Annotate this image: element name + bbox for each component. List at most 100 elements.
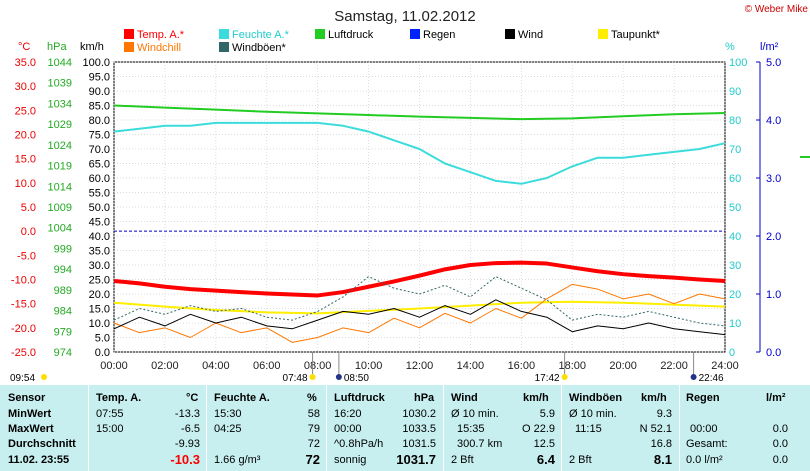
pressure-tick-label: 979 [54, 326, 72, 338]
temp-time: 15:00 [96, 423, 124, 435]
stats-header-row: Sensor Temp. A. °C Feuchte A. % Luftdruc… [0, 391, 810, 405]
sunset-label: 17:42 [535, 373, 560, 384]
temp-tick-label: -25.0 [11, 347, 36, 359]
temp-tick-label: 10.0 [15, 178, 36, 190]
press-time: 00:00 [334, 423, 362, 435]
rain-total-label: Gesamt: [686, 438, 728, 450]
temp-tick-label: 35.0 [15, 57, 36, 69]
moonset-label: 22:46 [699, 373, 724, 384]
hum-value: 58 [307, 408, 320, 420]
humidity-tick-label: 10 [729, 318, 741, 330]
stats-rain-unit: l/m² [766, 392, 786, 404]
stats-max-row: MaxWert 15:00 -6.5 04:25 79 00:00 1033.5… [0, 422, 810, 436]
legend-label: Taupunkt* [611, 29, 661, 41]
row-label: Durchschnitt [8, 438, 76, 450]
wind-value: 12.5 [533, 438, 555, 450]
weather-chart: 00:00 02:00 04:00 06:00 08:00 10:00 12:00 14:00… [10, 4, 810, 384]
series-line-luftdruck [113, 104, 726, 121]
pressure-unit-label: hPa [47, 41, 67, 53]
legend-label: Windchill [137, 42, 181, 54]
abs-humidity: 1.66 g/m³ [214, 454, 261, 466]
rain-time: 00:00 [690, 423, 718, 435]
wind-tick-label: 55.0 [89, 188, 110, 200]
x-tick-label: 14:00 [457, 360, 485, 372]
humidity-unit-label: % [725, 41, 735, 53]
legend-swatch [315, 29, 325, 39]
rain-tick-label: 1.0 [766, 289, 781, 301]
gust-direction: N 52.1 [639, 423, 672, 435]
rain-tick-label: 2.0 [766, 231, 781, 243]
wind-direction: O 22.9 [521, 423, 555, 435]
wind-unit-label: km/h [80, 41, 104, 53]
chart-title: Samstag, 11.02.2012 [334, 8, 476, 25]
copyright-label: © Weber Mike [745, 4, 809, 15]
wind-tick-label: 10.0 [89, 318, 110, 330]
rain-value: 0.0 [772, 423, 788, 435]
wind-distance: 300.7 km [457, 438, 503, 450]
pressure-tick-label: 999 [54, 243, 72, 255]
stats-temp-header: Temp. A. [96, 392, 142, 404]
x-tick-label: 22:00 [660, 360, 688, 372]
rain-value: 0.0 [772, 454, 788, 466]
legend-label: Feuchte A.* [232, 29, 290, 41]
wind-tick-label: 65.0 [89, 159, 110, 171]
rain-tick-label: 0.0 [766, 347, 781, 359]
gust-value: 16.8 [650, 438, 672, 450]
legend-swatch [219, 29, 229, 39]
wind-tick-label: 35.0 [89, 246, 110, 258]
legend-label: Temp. A.* [137, 29, 185, 41]
sunrise-label: 07:48 [283, 373, 308, 384]
temp-tick-label: 30.0 [15, 81, 36, 93]
rain-value: 0.0 [772, 438, 788, 450]
stats-hum-unit: % [307, 392, 317, 404]
series-line-temp-a- [113, 260, 726, 298]
stats-hum-header: Feuchte A. [214, 392, 270, 404]
legend-swatch [124, 29, 134, 39]
gust-desc: 11:15 [575, 423, 602, 435]
legend-label: Windböen* [232, 42, 287, 54]
wind-tick-label: 70.0 [89, 144, 110, 156]
wind-tick-label: 75.0 [89, 130, 110, 142]
humidity-tick-label: 0 [729, 347, 735, 359]
temp-unit-label: °C [18, 41, 30, 53]
stats-wind-header: Wind [451, 392, 478, 404]
wind-tick-label: 100.0 [82, 57, 110, 69]
hum-value: 72 [307, 438, 320, 450]
statistics-table: Sensor Temp. A. °C Feuchte A. % Luftdruc… [0, 385, 810, 471]
stats-gust-unit: km/h [641, 392, 667, 404]
temp-tick-label: 0.0 [21, 226, 36, 238]
row-label: MinWert [8, 408, 52, 420]
humidity-tick-label: 30 [729, 260, 741, 272]
sunset-icon [561, 374, 568, 380]
wind-tick-label: 0.0 [95, 347, 110, 359]
humidity-tick-label: 20 [729, 289, 741, 301]
wind-tick-label: 5.0 [95, 333, 110, 345]
wind-bft: 2 Bft [451, 454, 474, 466]
pressure-tick-label: 984 [54, 306, 72, 318]
wind-tick-label: 40.0 [89, 231, 110, 243]
legend-swatch [219, 42, 229, 52]
x-tick-label: 10:00 [355, 360, 383, 372]
temp-tick-label: -5.0 [17, 250, 36, 262]
press-value: 1033.5 [402, 423, 436, 435]
press-trend: ^0.8hPa/h [334, 438, 384, 450]
legend-label: Wind [518, 29, 543, 41]
x-tick-label: 08:00 [304, 360, 332, 372]
series-line-wind [113, 299, 726, 336]
stats-temp-unit: °C [186, 392, 199, 404]
current-timestamp: 11.02. 23:55 [8, 454, 70, 466]
x-tick-label: 04:00 [202, 360, 230, 372]
stats-wind-unit: km/h [523, 392, 549, 404]
pressure-tick-label: 1034 [48, 98, 72, 110]
current-humidity: 72 [305, 452, 320, 467]
legend-swatch [410, 29, 420, 39]
wind-tick-label: 30.0 [89, 260, 110, 272]
wind-tick-label: 80.0 [89, 115, 110, 127]
humidity-tick-label: 70 [729, 144, 741, 156]
wind-tick-label: 20.0 [89, 289, 110, 301]
legend-swatch [598, 29, 608, 39]
series-line-taupunkt [113, 300, 726, 315]
pressure-tick-label: 994 [54, 264, 72, 276]
wind-tick-label: 25.0 [89, 275, 110, 287]
current-gust: 8.1 [653, 452, 672, 467]
